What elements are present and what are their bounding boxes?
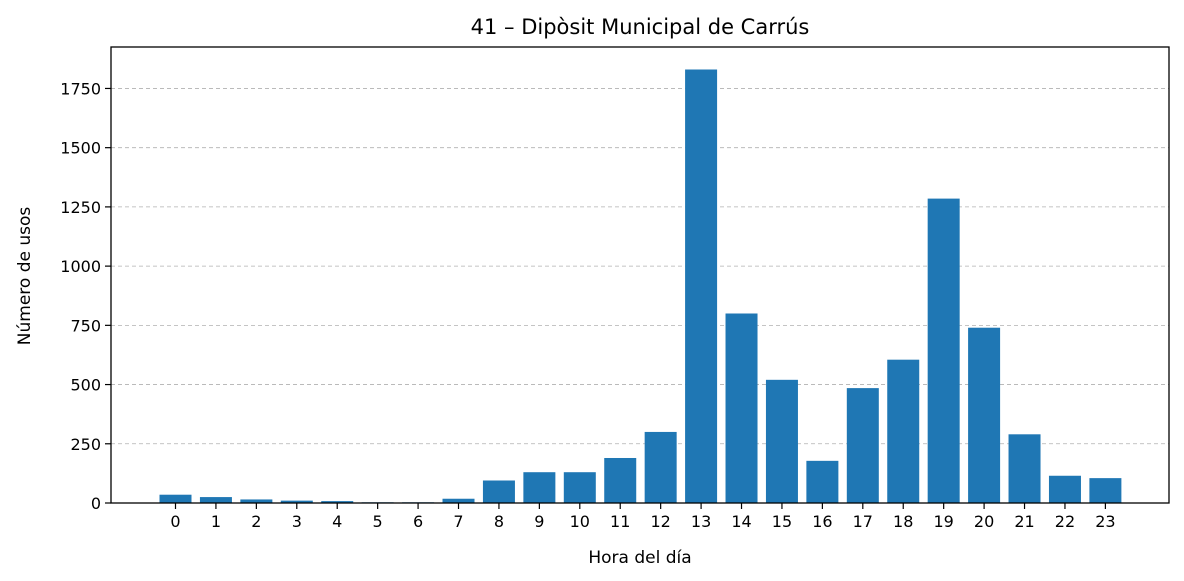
x-tick-label: 4 — [332, 512, 342, 531]
bar-hour-12 — [644, 431, 677, 503]
x-tick-label: 5 — [373, 512, 383, 531]
x-tick-label: 0 — [170, 512, 180, 531]
bar-hour-10 — [563, 472, 596, 503]
plot-frame — [110, 46, 1170, 504]
x-tick-label: 3 — [292, 512, 302, 531]
x-axis-ticks: 0 1 2 3 4 5 6 7 8 9 10 11 12 13 14 15 16 17 18 19 20 21 22 23 — [170, 503, 1116, 531]
chart-title: 41 – Dipòsit Municipal de Carrús — [471, 15, 810, 39]
y-tick-label: 0 — [91, 494, 101, 513]
bar-hour-8 — [482, 480, 515, 503]
x-tick-label: 10 — [570, 512, 590, 531]
y-tick-label: 500 — [70, 376, 101, 395]
y-tick-label: 1000 — [60, 257, 101, 276]
x-tick-label: 11 — [610, 512, 630, 531]
x-tick-label: 17 — [853, 512, 873, 531]
bar-hour-18 — [887, 359, 920, 503]
x-tick-label: 9 — [534, 512, 544, 531]
bar-hour-20 — [968, 327, 1001, 503]
x-tick-label: 22 — [1055, 512, 1075, 531]
bars — [159, 69, 1122, 503]
bar-hour-4 — [321, 501, 354, 503]
x-tick-label: 13 — [691, 512, 711, 531]
y-tick-label: 250 — [70, 435, 101, 454]
x-tick-label: 23 — [1095, 512, 1115, 531]
bar-hour-14 — [725, 313, 758, 503]
bar-hour-17 — [846, 388, 879, 503]
bar-hour-0 — [159, 494, 192, 503]
x-tick-label: 20 — [974, 512, 994, 531]
grid-lines — [111, 88, 1169, 445]
y-tick-label: 1250 — [60, 198, 101, 217]
x-tick-label: 7 — [453, 512, 463, 531]
x-tick-label: 1 — [211, 512, 221, 531]
x-tick-label: 16 — [812, 512, 832, 531]
y-axis-label: Número de usos — [15, 207, 35, 346]
bar-hour-22 — [1048, 475, 1081, 503]
x-tick-label: 8 — [494, 512, 504, 531]
bar-hour-1 — [199, 497, 232, 503]
x-axis-label: Hora del día — [588, 548, 691, 568]
y-tick-label: 1750 — [60, 79, 101, 98]
bar-hour-23 — [1089, 478, 1122, 503]
bar-hour-16 — [806, 460, 839, 503]
y-tick-label: 750 — [70, 316, 101, 335]
x-tick-label: 21 — [1014, 512, 1034, 531]
bar-hour-3 — [280, 500, 313, 503]
bar-hour-15 — [765, 379, 798, 503]
y-tick-label: 1500 — [60, 139, 101, 158]
x-tick-label: 19 — [933, 512, 953, 531]
x-tick-label: 18 — [893, 512, 913, 531]
x-tick-label: 14 — [731, 512, 751, 531]
x-tick-label: 12 — [650, 512, 670, 531]
bar-hour-13 — [685, 69, 718, 503]
x-tick-label: 2 — [251, 512, 261, 531]
bar-hour-2 — [240, 499, 273, 503]
x-tick-label: 6 — [413, 512, 423, 531]
bar-hour-11 — [604, 457, 637, 503]
bar-hour-9 — [523, 472, 556, 503]
x-tick-label: 15 — [772, 512, 792, 531]
y-axis-ticks: 0 250 500 750 1000 1250 1500 1750 — [60, 79, 111, 513]
bar-hour-21 — [1008, 434, 1041, 503]
bar-hour-7 — [442, 498, 475, 503]
bar-hour-19 — [927, 198, 960, 503]
